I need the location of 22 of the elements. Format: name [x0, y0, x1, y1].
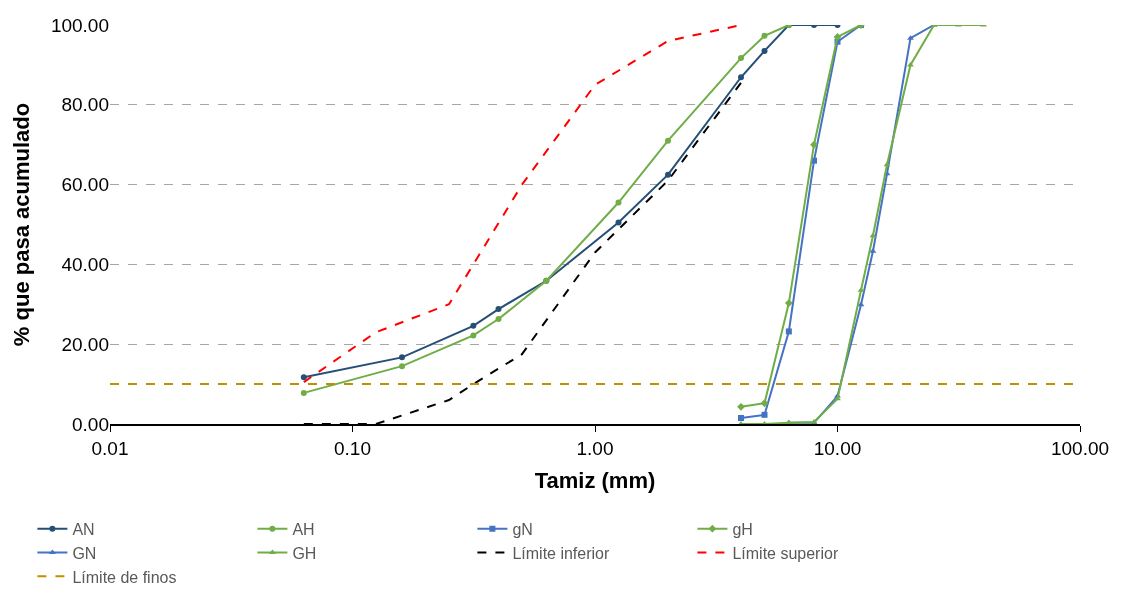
y-tick-label: 80.00	[61, 94, 109, 116]
y-axis-title: % que pasa acumulado	[8, 102, 34, 347]
y-tick-label: 40.00	[61, 254, 109, 276]
y-tick-label: 60.00	[61, 174, 109, 196]
x-tick-label: 0.10	[334, 437, 371, 459]
x-tick-label: 1.00	[576, 437, 614, 459]
legend-label: AH	[292, 520, 315, 538]
legend-label: GN	[72, 544, 97, 562]
x-tick-label: 0.01	[91, 437, 129, 459]
x-tick-label: 100.00	[1050, 437, 1110, 459]
legend-label: Límite inferior	[512, 544, 610, 562]
legend-label: Límite de finos	[72, 568, 177, 586]
y-tick-label: 0.00	[72, 413, 109, 435]
y-tick-label: 100.00	[50, 14, 109, 36]
legend-label: Límite superior	[732, 544, 839, 562]
legend-label: gH	[732, 520, 753, 538]
x-tick-label: 10.00	[813, 437, 862, 459]
x-axis-title: Tamiz (mm)	[534, 467, 656, 493]
legend-label: AN	[72, 520, 95, 538]
legend-label: gN	[512, 520, 533, 538]
y-tick-label: 20.00	[61, 333, 109, 355]
legend-label: GH	[292, 544, 317, 562]
